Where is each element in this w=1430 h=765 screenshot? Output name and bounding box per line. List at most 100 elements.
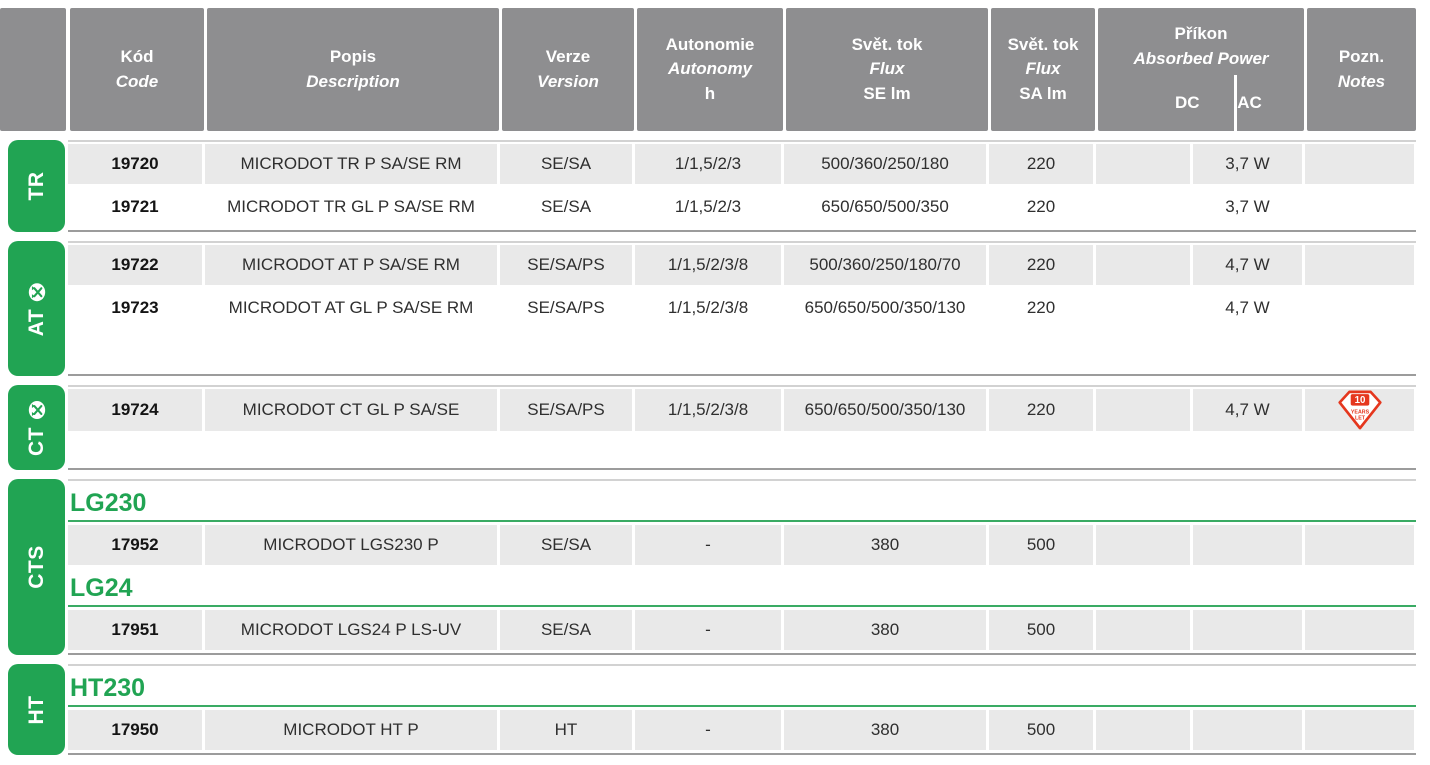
cell-code: 19722 xyxy=(68,245,202,285)
header-version: Verze Version xyxy=(502,8,634,131)
group-content: LG230 17952 MICRODOT LGS230 P SE/SA -380 500 L… xyxy=(68,479,1416,655)
cell-flux-se: 650/650/500/350/130 xyxy=(804,298,966,317)
cell-power-dc xyxy=(1096,245,1190,285)
table-row: 19721 MICRODOT TR GL P SA/SE RM SE/SA 1/1,5… xyxy=(68,187,1416,227)
group-tab-tr: TR xyxy=(8,140,65,232)
product-group-ct: CT 19724 MICRODOT CT GL P SA/SE SE/SA/PS 1/1… xyxy=(8,385,1416,470)
group-tab-text: CT xyxy=(24,426,48,456)
cell-flux-sa: 500 xyxy=(989,710,1093,750)
cell-flux-sa: 220 xyxy=(989,144,1093,184)
table-row: 19724 MICRODOT CT GL P SA/SE SE/SA/PS 1/1,5… xyxy=(68,389,1416,431)
cell-code: 17951 xyxy=(68,610,202,650)
header-absorbed-power: Příkon Absorbed Power DC AC xyxy=(1098,8,1304,131)
cell-description: MICRODOT HT P xyxy=(205,710,497,750)
header-notes: Pozn. Notes xyxy=(1307,8,1416,131)
group-tab-label: CT xyxy=(25,400,49,456)
header-columns: Kód Code Popis Description Verze Version… xyxy=(70,8,1416,131)
cell-flux-sa: 500 xyxy=(989,610,1093,650)
group-tab-text: HT xyxy=(24,695,48,724)
group-tab-label: HT xyxy=(25,695,49,724)
maintenance-icon xyxy=(28,400,45,419)
table-header: Kód Code Popis Description Verze Version… xyxy=(0,8,1416,131)
group-tab-ht: HT xyxy=(8,664,65,755)
cell-power-dc xyxy=(1096,288,1190,328)
header-flux-se-cz: Svět. tok xyxy=(851,34,923,54)
subgroup-title-lg24: LG24 xyxy=(68,568,1416,607)
header-power-divider xyxy=(1234,75,1238,131)
header-version-en: Version xyxy=(537,71,599,91)
cell-code: 19720 xyxy=(68,144,202,184)
catalog-spec-page: Kód Code Popis Description Verze Version… xyxy=(0,8,1430,765)
svg-text:LET: LET xyxy=(1354,416,1365,422)
cell-description: MICRODOT AT P SA/SE RM xyxy=(205,245,497,285)
group-tab-text: TR xyxy=(24,171,48,201)
header-power-cz: Příkon xyxy=(1174,23,1228,43)
cell-autonomy: - xyxy=(635,610,781,650)
table-row: 17951 MICRODOT LGS24 P LS-UV SE/SA -380 500 xyxy=(68,610,1416,650)
cell-description: MICRODOT TR GL P SA/SE RM xyxy=(227,197,475,216)
cell-notes: 10 YEARS LET xyxy=(1305,389,1414,431)
cell-autonomy: 1/1,5/2/3/8 xyxy=(635,389,781,431)
cell-code: 17952 xyxy=(68,525,202,565)
group-content: HT230 17950 MICRODOT HT P HT -380 500 xyxy=(68,664,1416,755)
cell-version: HT xyxy=(500,710,632,750)
cell-code: 19723 xyxy=(111,298,159,317)
cell-power-ac: 3,7 W xyxy=(1193,144,1302,184)
cell-description: MICRODOT LGS230 P xyxy=(205,525,497,565)
table-row: 17952 MICRODOT LGS230 P SE/SA -380 500 xyxy=(68,525,1416,565)
cell-flux-sa: 220 xyxy=(1026,197,1056,216)
cell-notes xyxy=(1305,610,1414,650)
cell-version: SE/SA xyxy=(500,525,632,565)
header-autonomy: Autonomie Autonomy h xyxy=(637,8,783,131)
cell-flux-sa: 220 xyxy=(1026,298,1056,317)
cell-notes xyxy=(1305,288,1414,328)
maintenance-icon xyxy=(28,282,45,301)
group-spacer xyxy=(68,331,1416,374)
table-row: 19723 MICRODOT AT GL P SA/SE RM SE/SA/PS 1/… xyxy=(68,288,1416,328)
cell-description: MICRODOT CT GL P SA/SE xyxy=(205,389,497,431)
header-flux-sa-unit: SA lm xyxy=(1019,83,1067,103)
cell-flux-se: 380 xyxy=(784,610,986,650)
cell-power-dc xyxy=(1096,710,1190,750)
cell-power-ac xyxy=(1193,710,1302,750)
header-notes-cz: Pozn. xyxy=(1338,46,1385,66)
header-description-cz: Popis xyxy=(329,46,377,66)
cell-power-dc xyxy=(1096,525,1190,565)
cell-flux-sa: 220 xyxy=(989,389,1093,431)
table-body: TR 19720 MICRODOT TR P SA/SE RM SE/SA 1/1,5/… xyxy=(0,140,1430,755)
cell-flux-se: 500/360/250/180 xyxy=(784,144,986,184)
header-power-subcolumns: DC AC xyxy=(1140,75,1262,131)
cell-version: SE/SA xyxy=(540,197,592,216)
cell-notes xyxy=(1305,144,1414,184)
cell-power-dc xyxy=(1096,389,1190,431)
header-notes-en: Notes xyxy=(1337,71,1386,91)
header-description-en: Description xyxy=(306,71,400,91)
table-row: 19720 MICRODOT TR P SA/SE RM SE/SA 1/1,5/2/… xyxy=(68,144,1416,184)
header-flux-sa: Svět. tok Flux SA lm xyxy=(991,8,1095,131)
cell-version: SE/SA/PS xyxy=(527,298,605,317)
group-tab-ct: CT xyxy=(8,385,65,470)
cell-notes xyxy=(1305,525,1414,565)
cell-autonomy: - xyxy=(635,710,781,750)
header-power-ac: AC xyxy=(1237,92,1262,112)
cell-flux-se: 650/650/500/350 xyxy=(821,197,949,216)
cell-flux-se: 500/360/250/180/70 xyxy=(784,245,986,285)
header-code-en: Code xyxy=(115,71,159,91)
cell-autonomy: 1/1,5/2/3 xyxy=(674,197,742,216)
header-absorbed-power-title: Příkon Absorbed Power xyxy=(1133,8,1268,75)
header-corner-cell xyxy=(0,8,66,131)
subgroup-title-ht230: HT230 xyxy=(68,668,1416,707)
header-flux-se-en: Flux xyxy=(869,59,905,79)
cell-power-ac: 3,7 W xyxy=(1225,197,1270,216)
header-flux-sa-cz: Svět. tok xyxy=(1007,34,1079,54)
group-tab-label: AT xyxy=(25,281,49,336)
cell-flux-sa: 220 xyxy=(989,245,1093,285)
group-tab-at: AT xyxy=(8,241,65,376)
group-content: 19720 MICRODOT TR P SA/SE RM SE/SA 1/1,5/2/… xyxy=(68,140,1416,232)
cell-power-ac xyxy=(1193,610,1302,650)
svg-text:YEARS: YEARS xyxy=(1350,410,1369,416)
group-content: 19724 MICRODOT CT GL P SA/SE SE/SA/PS 1/1,5… xyxy=(68,385,1416,470)
product-group-tr: TR 19720 MICRODOT TR P SA/SE RM SE/SA 1/1,5/… xyxy=(8,140,1416,232)
cell-flux-se: 650/650/500/350/130 xyxy=(784,389,986,431)
